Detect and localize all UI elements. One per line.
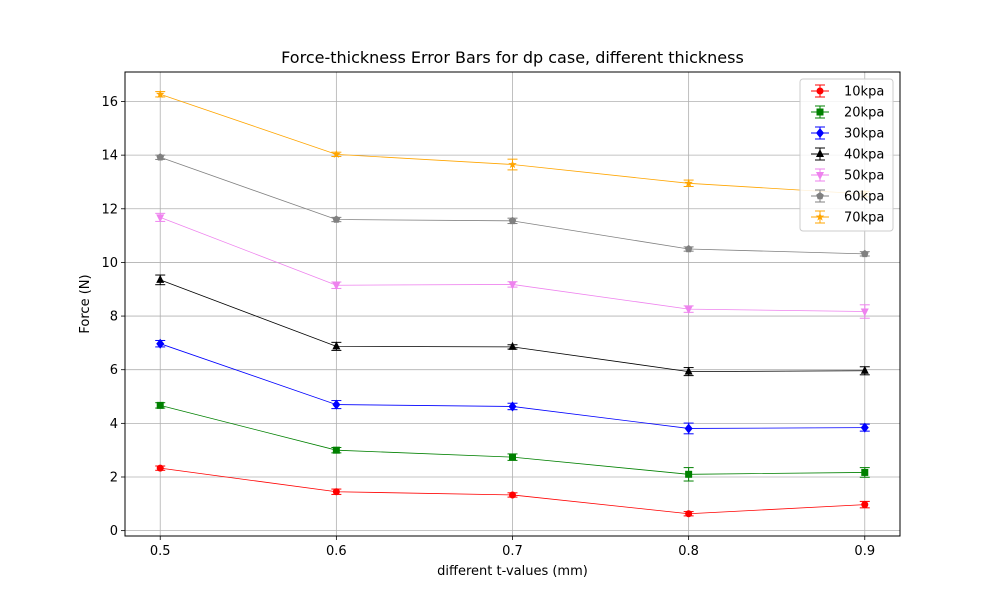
series-50kpa	[155, 212, 870, 319]
y-tick-label: 10	[101, 256, 118, 271]
legend-label: 40kpa	[844, 148, 884, 163]
data-point	[332, 215, 341, 223]
y-tick-label: 0	[110, 524, 118, 539]
y-tick-label: 4	[110, 417, 118, 432]
data-point	[684, 366, 693, 375]
x-axis-label: different t-values (mm)	[437, 564, 588, 579]
data-point	[332, 488, 340, 496]
y-tick-label: 16	[101, 95, 118, 110]
series-60kpa	[155, 153, 870, 258]
data-point	[684, 423, 693, 434]
data-point	[332, 399, 341, 410]
legend-item-60kpa: 60kpa	[811, 189, 884, 205]
legend-item-50kpa: 50kpa	[811, 168, 884, 184]
x-tick-label: 0.8	[678, 544, 699, 559]
x-tick-label: 0.6	[326, 544, 347, 559]
data-point	[685, 470, 693, 478]
data-point	[861, 468, 869, 476]
y-axis-label: Force (N)	[78, 274, 93, 333]
data-point	[332, 446, 340, 454]
x-tick-label: 0.9	[854, 544, 875, 559]
legend-item-30kpa: 30kpa	[811, 126, 884, 142]
series-70kpa	[155, 89, 870, 198]
data-point	[860, 365, 869, 374]
data-point	[156, 401, 164, 409]
data-point	[332, 149, 341, 158]
axis-ticks: 0.5 0.6 0.7 0.8 0.9 0 2 4 6 8 10 12 14 16	[101, 95, 875, 559]
data-point	[860, 422, 869, 433]
legend-item-70kpa: 70kpa	[811, 210, 884, 226]
data-point	[508, 401, 517, 412]
data-point	[508, 160, 517, 169]
legend: 10kpa 20kpa 30kpa 40kpa 50kpa 60kpa 70kpa	[799, 78, 894, 232]
legend-marker	[816, 128, 824, 138]
series-20kpa	[155, 401, 870, 482]
data-point	[332, 341, 341, 350]
data-point	[508, 281, 517, 290]
data-point	[155, 89, 165, 98]
legend-marker	[816, 87, 824, 95]
data-point	[684, 245, 693, 253]
data-point	[860, 249, 869, 258]
data-point	[684, 306, 693, 315]
legend-label: 20kpa	[844, 106, 884, 121]
legend-marker	[815, 212, 825, 221]
data-point	[508, 216, 517, 225]
legend-label: 50kpa	[844, 169, 884, 184]
data-point	[156, 214, 165, 223]
data-point	[685, 510, 693, 518]
data-point	[508, 341, 517, 350]
legend-marker	[816, 172, 824, 180]
x-tick-label: 0.7	[502, 544, 523, 559]
series-30kpa	[155, 338, 870, 435]
data-point	[156, 338, 165, 349]
legend-item-10kpa: 10kpa	[811, 84, 884, 100]
chart-title: Force-thickness Error Bars for dp case, …	[281, 48, 744, 67]
data-point	[156, 464, 164, 472]
x-tick-label: 0.5	[150, 544, 171, 559]
data-point	[156, 153, 165, 161]
series-40kpa	[155, 274, 870, 377]
y-tick-label: 14	[101, 149, 118, 164]
data-point	[509, 453, 516, 461]
legend-label: 70kpa	[844, 211, 884, 226]
data-point	[861, 501, 869, 509]
legend-marker	[816, 149, 824, 157]
y-tick-label: 6	[110, 363, 118, 378]
series-10kpa	[155, 464, 870, 518]
legend-label: 10kpa	[844, 85, 884, 100]
legend-marker	[816, 108, 824, 116]
data-point	[684, 178, 693, 187]
data-point	[860, 308, 869, 317]
data-point	[509, 491, 516, 499]
y-tick-label: 2	[110, 470, 118, 485]
legend-item-20kpa: 20kpa	[811, 105, 884, 121]
y-tick-label: 8	[110, 310, 118, 325]
y-tick-label: 12	[101, 202, 118, 217]
legend-item-40kpa: 40kpa	[811, 147, 884, 163]
data-point	[332, 282, 341, 291]
legend-label: 30kpa	[844, 127, 884, 142]
legend-label: 60kpa	[844, 190, 884, 205]
plot-frame	[124, 71, 901, 537]
legend-box	[799, 78, 894, 232]
legend-marker	[816, 192, 824, 200]
data-point	[156, 274, 165, 283]
series-layer	[155, 89, 870, 518]
